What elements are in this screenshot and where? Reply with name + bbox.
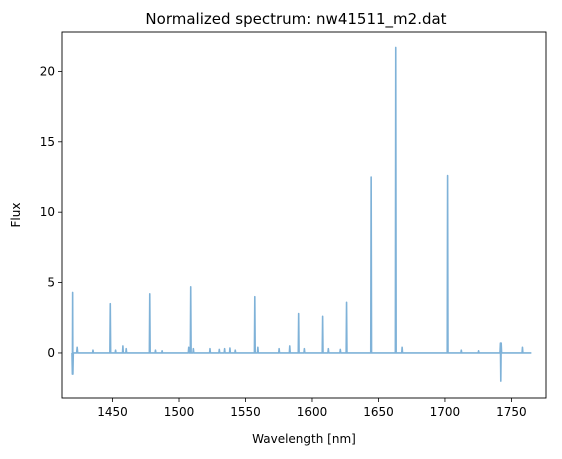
x-tick-label: 1550 — [230, 405, 261, 419]
x-tick-label: 1600 — [297, 405, 328, 419]
x-tick-label: 1500 — [164, 405, 195, 419]
y-tick-label: 10 — [40, 205, 55, 219]
x-tick-label: 1750 — [496, 405, 527, 419]
y-axis-ticks: 0 5 10 15 20 — [40, 64, 62, 360]
plot-frame — [61, 31, 547, 399]
x-axis-label: Wavelength [nm] — [252, 432, 356, 446]
x-axis-ticks: 1450 1500 1550 1600 1650 1700 1750 — [97, 398, 527, 419]
series-line-0 — [71, 46, 532, 382]
y-tick-label: 15 — [40, 135, 55, 149]
y-tick-label: 20 — [40, 64, 55, 78]
x-tick-label: 1450 — [97, 405, 128, 419]
y-axis-label: Flux — [9, 203, 23, 228]
x-tick-label: 1650 — [363, 405, 394, 419]
y-tick-label: 5 — [47, 276, 55, 290]
chart-title: Normalized spectrum: nw41511_m2.dat — [145, 10, 446, 29]
series-layer — [71, 46, 532, 382]
x-tick-label: 1700 — [430, 405, 461, 419]
y-tick-label: 0 — [47, 346, 55, 360]
